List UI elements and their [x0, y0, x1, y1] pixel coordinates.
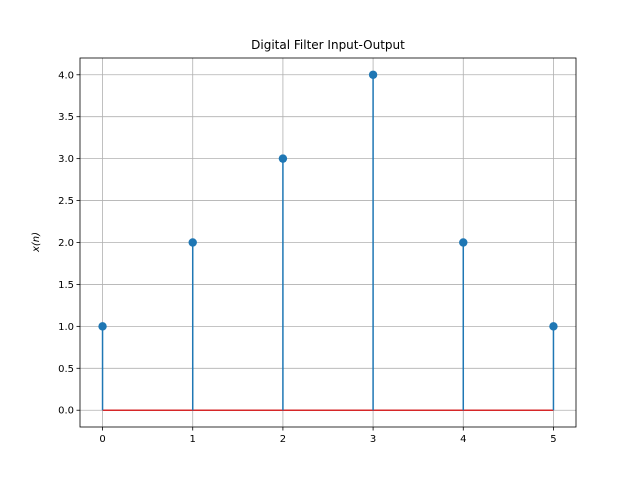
y-tick-label: 3.0 — [58, 154, 74, 165]
x-tick-label: 3 — [370, 434, 376, 445]
y-tick-label: 0.0 — [58, 406, 74, 417]
x-tick-label: 5 — [550, 434, 556, 445]
y-tick-label: 4.0 — [58, 70, 74, 81]
stem-marker — [459, 238, 468, 247]
y-ticks: 0.0 0.5 1.0 1.5 2.0 2.5 3.0 3.5 4.0 — [58, 70, 80, 417]
x-tick-label: 4 — [460, 434, 466, 445]
x-tick-label: 0 — [99, 434, 105, 445]
y-axis-label: x(n) — [31, 232, 42, 253]
stem-marker — [188, 238, 197, 247]
x-tick-label: 1 — [190, 434, 196, 445]
y-tick-label: 3.5 — [58, 112, 74, 123]
x-tick-label: 2 — [280, 434, 286, 445]
y-tick-label: 2.0 — [58, 238, 74, 249]
y-tick-label: 2.5 — [58, 196, 74, 207]
x-ticks: 0 1 2 3 4 5 — [99, 427, 557, 445]
stem-marker — [549, 322, 558, 331]
y-tick-label: 1.5 — [58, 280, 74, 291]
stems — [98, 70, 558, 411]
stem-marker — [368, 70, 378, 79]
grid — [80, 58, 576, 427]
stem-marker — [98, 322, 107, 331]
stem-marker — [278, 154, 288, 163]
chart-title: Digital Filter Input-Output — [251, 38, 405, 52]
y-tick-label: 1.0 — [58, 322, 74, 333]
y-tick-label: 0.5 — [58, 364, 74, 375]
